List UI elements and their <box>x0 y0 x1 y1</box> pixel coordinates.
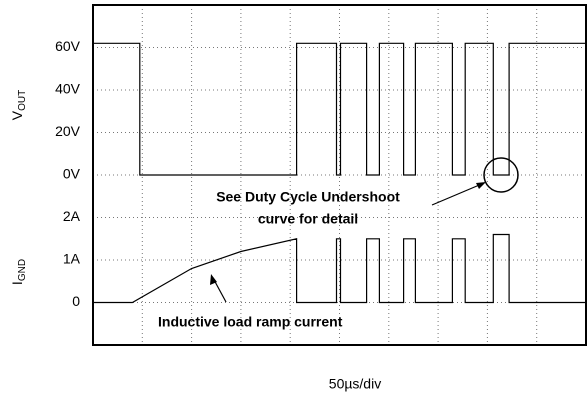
y-tick-label: 40V <box>55 81 81 97</box>
y2-label-main: I <box>9 281 25 285</box>
y2-axis-label: IGND <box>9 259 28 285</box>
trace <box>93 233 586 304</box>
y-label-main: V <box>9 110 25 120</box>
y-label-sub: OUT <box>17 90 28 111</box>
x-axis-label: 50µs/div <box>329 376 381 392</box>
arrow-head <box>210 274 217 285</box>
arrow-head <box>476 182 486 189</box>
y-tick-label: 60V <box>55 38 81 54</box>
annotation: Inductive load ramp current <box>158 314 343 330</box>
y-tick-label: 0V <box>63 166 81 182</box>
plot-frame <box>92 4 587 346</box>
y-axis-label: VOUT <box>9 90 28 120</box>
highlight-circle <box>483 157 519 193</box>
y-tick-label: 1A <box>63 251 81 267</box>
trace-layer <box>93 42 586 304</box>
y-tick-label: 20V <box>55 123 81 139</box>
y-tick-label: 2A <box>63 208 81 224</box>
grid-layer <box>93 5 586 345</box>
arrow-line <box>431 182 485 206</box>
annotation: curve for detail <box>258 211 358 227</box>
annotation: See Duty Cycle Undershoot <box>216 189 400 205</box>
trace <box>93 42 586 176</box>
y2-label-sub: GND <box>17 259 28 281</box>
y-tick-label: 0 <box>72 293 80 309</box>
